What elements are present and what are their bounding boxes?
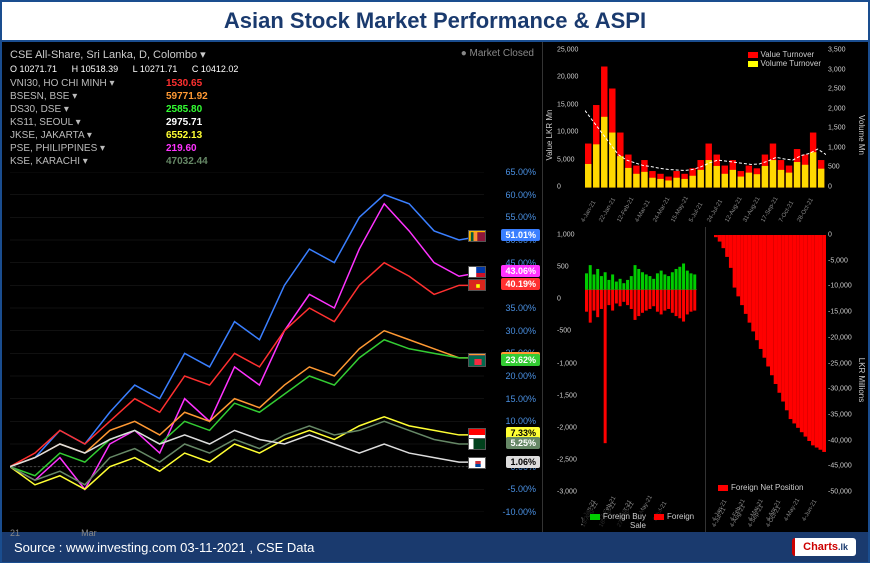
flag-icon — [468, 278, 486, 290]
y-tick: 35.00% — [505, 303, 536, 313]
flag-icon — [468, 354, 486, 366]
netpos-legend: Foreign Net Position — [716, 481, 805, 494]
ticker-value: 2585.80 — [166, 104, 202, 115]
flow-legend: Foreign BuyForeign Sale — [583, 510, 697, 532]
chart-symbol-header[interactable]: CSE All-Share, Sri Lanka, D, Colombo ▾ ●… — [6, 46, 538, 63]
logo: Charts.lk — [792, 538, 856, 556]
perf-badge: 1.06% — [506, 456, 540, 468]
ticker-name: VNI30, HO CHI MINH ▾ — [10, 78, 160, 89]
ticker-value: 2975.71 — [166, 117, 202, 128]
main-chart-plot — [10, 172, 484, 512]
y-tick: 55.00% — [505, 212, 536, 222]
content-area: CSE All-Share, Sri Lanka, D, Colombo ▾ ●… — [2, 42, 868, 532]
footer: Source : www.investing.com 03-11-2021 , … — [2, 532, 868, 562]
ticker-value: 1530.65 — [166, 78, 202, 89]
turnover-chart: Value LKR Mn Volume Mn Value TurnoverVol… — [542, 42, 868, 227]
ticker-name: JKSE, JAKARTA ▾ — [10, 130, 160, 141]
ticker-name: KS11, SEOUL ▾ — [10, 117, 160, 128]
perf-badge: 23.62% — [501, 354, 540, 366]
ticker-list: VNI30, HO CHI MINH ▾ 1530.65 BSESN, BSE ▾ 5… — [6, 75, 538, 170]
y-tick: 30.00% — [505, 326, 536, 336]
turnover-y-right: 3,5003,0002,5002,0001,5001,0005000 — [828, 50, 854, 187]
flag-icon — [468, 265, 486, 277]
netpos-plot — [714, 235, 826, 454]
netpos-y: 0-5,000-10,000-15,000-20,000-25,000-30,0… — [828, 235, 854, 492]
ticker-row[interactable]: JKSE, JAKARTA ▾ 6552.13 — [10, 129, 534, 142]
flag-icon — [468, 229, 486, 241]
y-tick: 10.00% — [505, 416, 536, 426]
ticker-value: 59771.92 — [166, 91, 208, 102]
symbol-name: CSE All-Share, Sri Lanka, D, Colombo ▾ — [10, 49, 206, 61]
flag-icon — [468, 456, 486, 468]
turnover-y-left: 25,00020,00015,00010,0005,0000 — [557, 50, 583, 187]
net-position-chart: LKR Millions 0-5,000-10,000-15,000-20,00… — [705, 227, 868, 532]
y-tick: 60.00% — [505, 190, 536, 200]
ticker-row[interactable]: BSESN, BSE ▾ 59771.92 — [10, 90, 534, 103]
ohlc-o: O 10271.71 — [10, 64, 63, 74]
ticker-name: BSESN, BSE ▾ — [10, 91, 160, 102]
ohlc-h: H 10518.39 — [72, 64, 125, 74]
x-tick: 21 — [10, 528, 20, 538]
perf-badge: 51.01% — [501, 229, 540, 241]
ticker-value: 219.60 — [166, 143, 197, 154]
market-status: ● Market Closed — [461, 48, 534, 59]
ohlc-c: C 10412.02 — [192, 64, 245, 74]
y-tick: 65.00% — [505, 167, 536, 177]
perf-badge: 40.19% — [501, 278, 540, 290]
ticker-row[interactable]: KS11, SEOUL ▾ 2975.71 — [10, 116, 534, 129]
netpos-x: 4-Jan-214-Feb-214-Mar-214-Apr-214-May-21… — [714, 518, 828, 530]
x-tick: Mar — [81, 528, 97, 538]
ticker-name: DS30, DSE ▾ — [10, 104, 160, 115]
ohlc-l: L 10271.71 — [133, 64, 184, 74]
flag-icon — [468, 437, 486, 449]
y-tick: -5.00% — [507, 484, 536, 494]
flow-y: 1,0005000-500-1,000-1,500-2,000-2,500-3,… — [557, 235, 583, 492]
ticker-row[interactable]: VNI30, HO CHI MINH ▾ 1530.65 — [10, 77, 534, 90]
right-panel: Value LKR Mn Volume Mn Value TurnoverVol… — [542, 42, 868, 532]
main-chart: CSE All-Share, Sri Lanka, D, Colombo ▾ ●… — [2, 42, 542, 532]
y-tick: -10.00% — [502, 507, 536, 517]
turnover-y-left-label: Value LKR Mn — [545, 109, 554, 160]
ticker-row[interactable]: PSE, PHILIPPINES ▾ 219.60 — [10, 142, 534, 155]
foreign-flow-chart: 1,0005000-500-1,000-1,500-2,000-2,500-3,… — [542, 227, 705, 532]
flow-plot — [585, 235, 697, 454]
ticker-name: KSE, KARACHI ▾ — [10, 156, 160, 167]
page-title: Asian Stock Market Performance & ASPI — [2, 2, 868, 42]
y-tick: 15.00% — [505, 394, 536, 404]
logo-suffix: .lk — [838, 542, 848, 552]
ticker-name: PSE, PHILIPPINES ▾ — [10, 143, 160, 154]
netpos-y-label: LKR Millions — [857, 357, 866, 401]
ticker-row[interactable]: DS30, DSE ▾ 2585.80 — [10, 103, 534, 116]
turnover-plot — [585, 50, 826, 188]
turnover-x: 4-Jan-2122-Jan-2112-Feb-214-Mar-2124-Mar… — [583, 219, 852, 225]
perf-badge: 43.06% — [501, 265, 540, 277]
logo-main: Charts — [803, 541, 838, 553]
ticker-value: 6552.13 — [166, 130, 202, 141]
ticker-row[interactable]: KSE, KARACHI ▾ 47032.44 — [10, 155, 534, 168]
perf-badge: 5.25% — [506, 437, 540, 449]
ticker-value: 47032.44 — [166, 156, 208, 167]
turnover-y-right-label: Volume Mn — [857, 114, 866, 154]
y-tick: 20.00% — [505, 371, 536, 381]
ohlc-row: O 10271.71 H 10518.39 L 10271.71 C 10412… — [6, 63, 538, 75]
source-text: Source : www.investing.com 03-11-2021 , … — [14, 540, 314, 555]
